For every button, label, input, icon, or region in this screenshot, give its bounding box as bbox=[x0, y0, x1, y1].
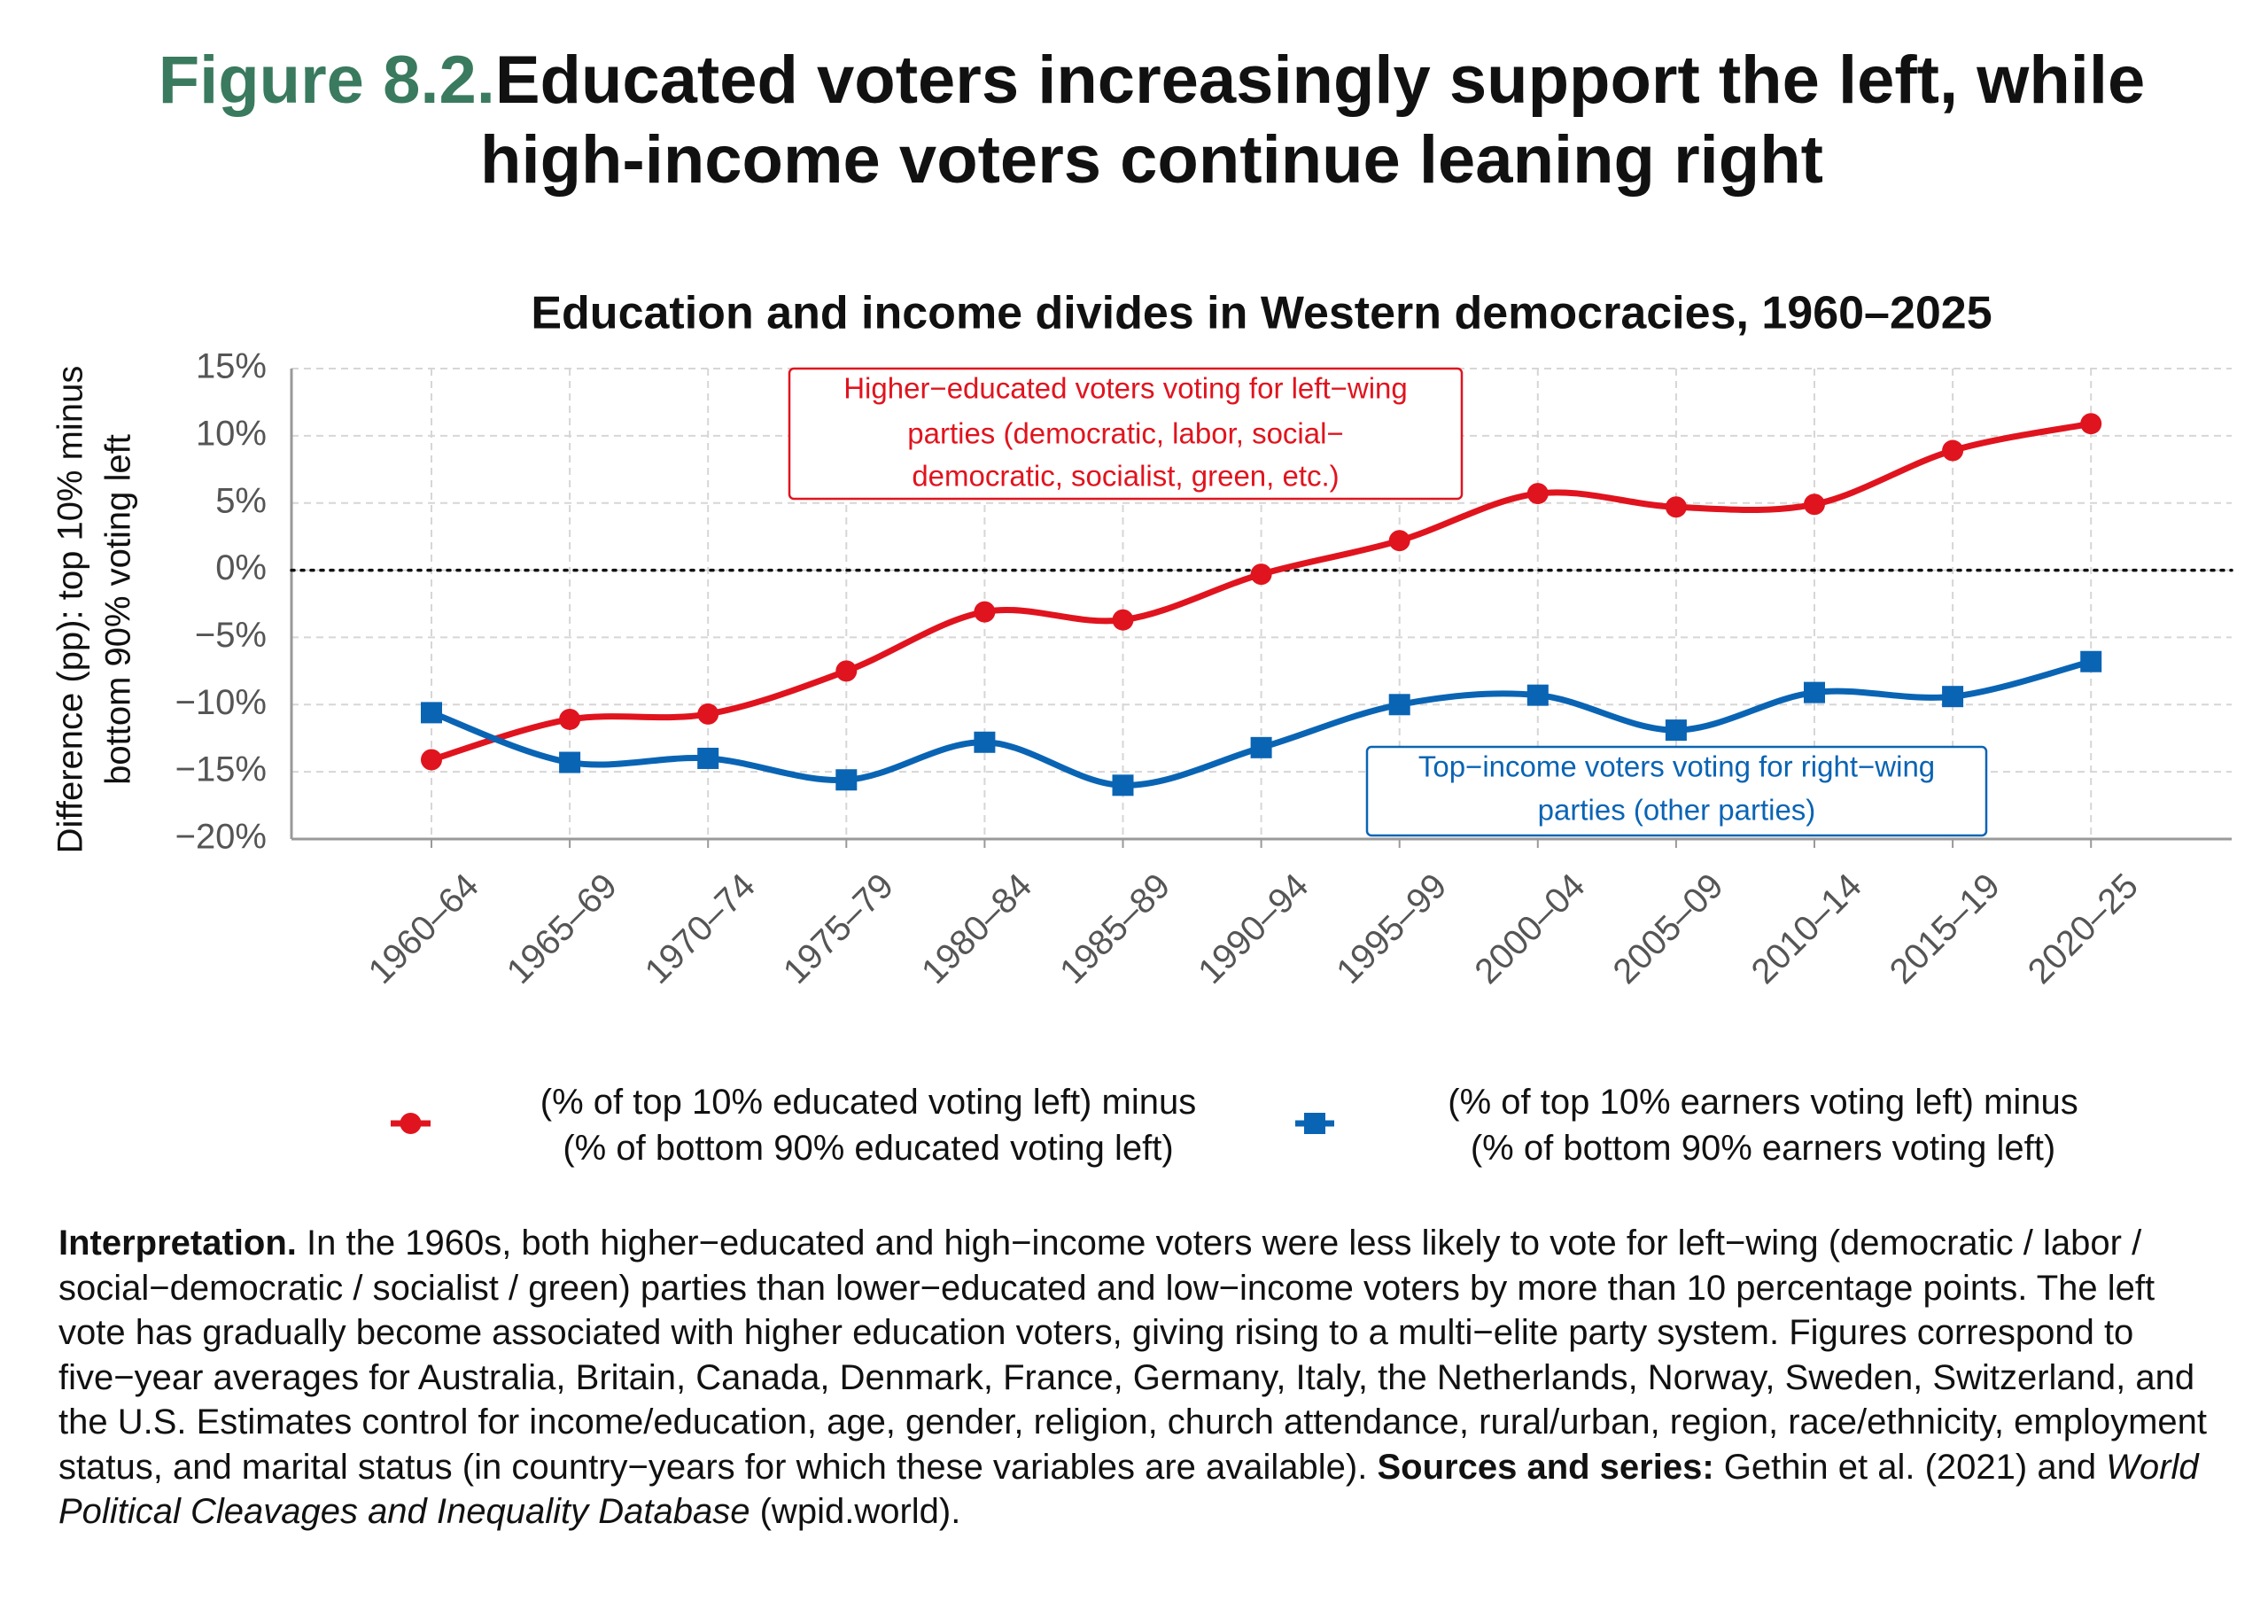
figure-number: Figure 8.2. bbox=[159, 43, 495, 118]
marker bbox=[1526, 483, 1549, 505]
y-tick-label: −10% bbox=[175, 683, 267, 722]
y-axis-label: Difference (pp): top 10% minus bottom 90… bbox=[51, 366, 138, 854]
marker bbox=[697, 703, 719, 725]
sources-text: Gethin et al. (2021) and bbox=[1713, 1447, 2107, 1487]
annotation-text: Higher−educated voters voting for left−w… bbox=[843, 372, 1408, 405]
marker bbox=[1112, 774, 1134, 796]
marker bbox=[1250, 563, 1272, 586]
x-tick-label: 2005–09 bbox=[1605, 866, 1730, 991]
annotation-text: Top−income voters voting for right−wing bbox=[1418, 750, 1935, 783]
marker bbox=[421, 749, 442, 771]
y-tick-label: 5% bbox=[215, 481, 267, 520]
marker bbox=[1804, 681, 1825, 703]
note-tail: (wpid.world). bbox=[750, 1492, 961, 1531]
title-line: high-income voters continue leaning righ… bbox=[480, 122, 1823, 198]
marker bbox=[1526, 684, 1549, 706]
x-tick-label: 1965–69 bbox=[500, 866, 625, 991]
marker bbox=[1665, 496, 1687, 518]
x-tick-label: 1995–99 bbox=[1329, 866, 1454, 991]
x-tick-label: 2010–14 bbox=[1744, 866, 1869, 991]
y-label-line: bottom 90% voting left bbox=[99, 434, 138, 785]
y-tick-label: −5% bbox=[195, 616, 267, 655]
x-tick-label: 2000–04 bbox=[1467, 866, 1592, 991]
marker bbox=[697, 747, 719, 769]
note-text: In the 1960s, both higher−educated and h… bbox=[58, 1224, 2208, 1487]
figure-title: Figure 8.2.Educated voters increasingly … bbox=[159, 43, 2146, 118]
legend-marker bbox=[1304, 1113, 1325, 1134]
marker bbox=[2080, 650, 2102, 672]
marker bbox=[1804, 493, 1825, 516]
x-tick-label: 1980–84 bbox=[914, 866, 1039, 991]
sources-label: Sources and series: bbox=[1377, 1447, 1714, 1487]
interpretation: Interpretation. In the 1960s, both highe… bbox=[58, 1221, 2220, 1535]
chart-title: Education and income divides in Western … bbox=[531, 288, 1992, 339]
note-label: Interpretation. bbox=[58, 1224, 297, 1263]
marker bbox=[1388, 694, 1410, 716]
marker bbox=[1112, 609, 1134, 631]
y-tick-label: −15% bbox=[175, 750, 267, 789]
annotation-text: parties (democratic, labor, social− bbox=[907, 417, 1343, 450]
marker bbox=[1665, 719, 1687, 742]
marker bbox=[421, 702, 442, 724]
x-tick-label: 2015–19 bbox=[1883, 866, 2008, 991]
marker bbox=[1250, 736, 1272, 758]
title-line: Educated voters increasingly support the… bbox=[495, 43, 2145, 118]
marker bbox=[1942, 686, 1964, 708]
marker bbox=[1388, 530, 1410, 552]
marker bbox=[974, 731, 996, 753]
marker bbox=[835, 660, 858, 682]
x-tick-label: 2020–25 bbox=[2021, 866, 2146, 991]
y-label-line: Difference (pp): top 10% minus bbox=[51, 366, 90, 854]
y-tick-label: 10% bbox=[196, 414, 267, 453]
database-name: World Political Cleavages and Inequality… bbox=[58, 1447, 2199, 1532]
annotation-box bbox=[788, 367, 1464, 501]
marker bbox=[559, 708, 581, 730]
marker bbox=[835, 769, 858, 791]
annotation-box bbox=[1365, 745, 1988, 837]
marker bbox=[559, 751, 581, 773]
legend-marker bbox=[400, 1113, 422, 1134]
marker bbox=[974, 601, 996, 623]
marker bbox=[2080, 413, 2102, 435]
marker bbox=[1942, 439, 1964, 462]
x-tick-label: 1975–79 bbox=[776, 866, 901, 991]
legend-label: (% of top 10% earners voting left) minus… bbox=[1448, 1083, 2078, 1168]
y-tick-label: −20% bbox=[175, 818, 267, 857]
y-tick-label: 15% bbox=[196, 347, 267, 386]
annotation-text: parties (other parties) bbox=[1538, 794, 1816, 827]
x-tick-label: 1960–64 bbox=[361, 866, 486, 991]
y-tick-label: 0% bbox=[215, 548, 267, 587]
x-tick-label: 1990–94 bbox=[1191, 866, 1316, 991]
x-tick-label: 1985–89 bbox=[1052, 866, 1177, 991]
legend-label: (% of top 10% educated voting left) minu… bbox=[540, 1083, 1197, 1168]
chart: Figure 8.2.Educated voters increasingly … bbox=[51, 43, 2233, 1134]
annotation-text: democratic, socialist, green, etc.) bbox=[912, 460, 1339, 493]
x-tick-label: 1970–74 bbox=[638, 866, 763, 991]
